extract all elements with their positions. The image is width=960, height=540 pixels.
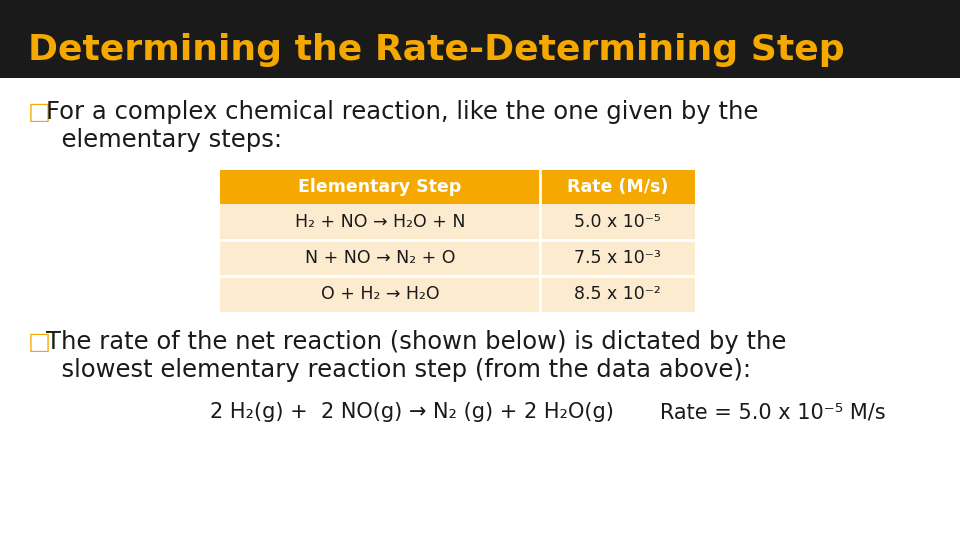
Text: For a complex chemical reaction, like the one given by the: For a complex chemical reaction, like th… — [46, 100, 758, 124]
Text: H₂ + NO → H₂O + N: H₂ + NO → H₂O + N — [295, 213, 466, 231]
Text: The rate of the net reaction (shown below) is dictated by the: The rate of the net reaction (shown belo… — [46, 330, 786, 354]
FancyBboxPatch shape — [220, 204, 695, 240]
Text: elementary steps:: elementary steps: — [46, 128, 282, 152]
Text: Rate = 5.0 x 10⁻⁵ M/s: Rate = 5.0 x 10⁻⁵ M/s — [660, 402, 886, 422]
Text: Determining the Rate-Determining Step: Determining the Rate-Determining Step — [28, 33, 845, 67]
Text: □: □ — [28, 330, 51, 354]
FancyBboxPatch shape — [220, 170, 695, 204]
FancyBboxPatch shape — [220, 240, 695, 276]
Text: 5.0 x 10⁻⁵: 5.0 x 10⁻⁵ — [574, 213, 660, 231]
FancyBboxPatch shape — [220, 276, 695, 312]
Text: 2 H₂(g) +  2 NO(g) → N₂ (g) + 2 H₂O(g): 2 H₂(g) + 2 NO(g) → N₂ (g) + 2 H₂O(g) — [210, 402, 613, 422]
Text: O + H₂ → H₂O: O + H₂ → H₂O — [321, 285, 440, 303]
Text: Elementary Step: Elementary Step — [299, 178, 462, 196]
Text: slowest elementary reaction step (from the data above):: slowest elementary reaction step (from t… — [46, 358, 751, 382]
Text: 8.5 x 10⁻²: 8.5 x 10⁻² — [574, 285, 660, 303]
Text: □: □ — [28, 100, 51, 124]
FancyBboxPatch shape — [0, 0, 960, 78]
Text: Rate (M/s): Rate (M/s) — [566, 178, 668, 196]
Text: 7.5 x 10⁻³: 7.5 x 10⁻³ — [574, 249, 660, 267]
Text: N + NO → N₂ + O: N + NO → N₂ + O — [304, 249, 455, 267]
